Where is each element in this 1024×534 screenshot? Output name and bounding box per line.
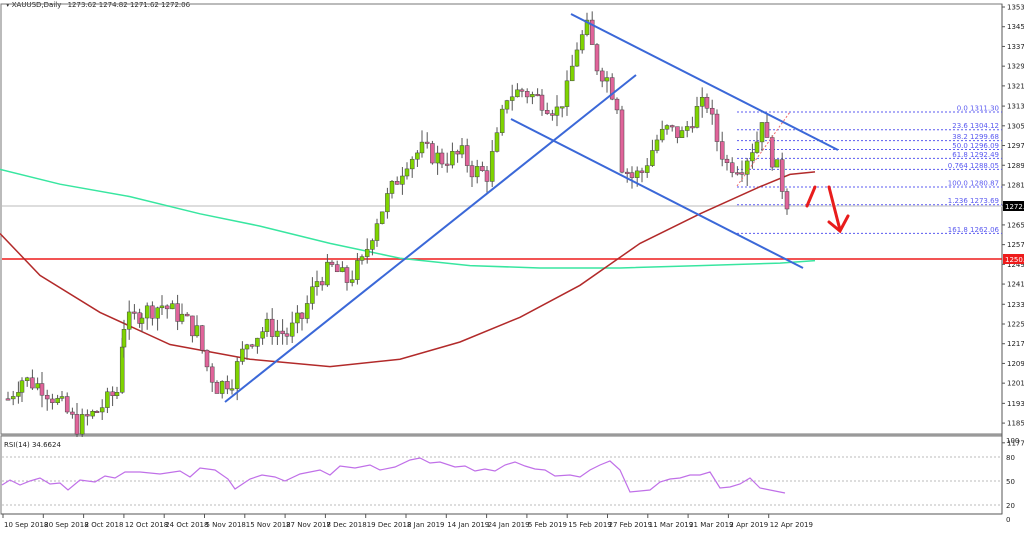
price-tick: 1297.70 [1007,142,1024,150]
fib-level-label: 38.2 1299.68 [952,133,999,141]
svg-text:20: 20 [1006,502,1015,510]
fib-level-label: 161.8 1262.06 [948,226,1000,234]
date-tick: 27 Nov 2018 [286,521,331,529]
price-tick: 1345.90 [1007,23,1024,31]
price-tick: 1233.30 [1007,301,1024,309]
ma-100-line [0,171,816,368]
fib-level-label: 0.764 1288.05 [948,162,999,170]
fib-anchor-line[interactable] [736,111,791,187]
svg-text:100: 100 [1006,437,1019,445]
date-tick: 21 Mar 2019 [689,521,733,529]
date-tick: 2 Apr 2019 [729,521,768,529]
rsi-pane-frame [0,435,1003,515]
price-tick: 1249.50 [1007,261,1024,269]
chart-title: ▾ XAUUSD,Daily 1273.62 1274.82 1271.62 1… [6,1,190,9]
date-tick: 19 Dec 2018 [367,521,412,529]
fib-level-label: 100.0 1280.87 [948,180,999,188]
price-axis: 1353.90 1345.90 1337.90 1329.90 1321.90 1313.… [1002,4,1024,447]
date-tick: 7 Dec 2018 [326,521,366,529]
date-tick: 24 Oct 2018 [165,521,208,529]
svg-text:50: 50 [1006,478,1015,486]
price-tick: 1353.90 [1007,4,1024,12]
price-tick: 1305.70 [1007,122,1024,130]
price-tick: 1337.90 [1007,43,1024,51]
price-tick: 1193.10 [1007,400,1024,408]
date-tick: 2 Jan 2019 [407,521,445,529]
ma-200-line [0,168,816,269]
date-tick: 5 Nov 2018 [206,521,246,529]
price-tick: 1265.50 [1007,221,1024,229]
fibonacci-levels[interactable]: 0.0 1311.30 23.6 1304.12 38.2 1299.6850.0 … [737,105,1002,234]
date-tick: 27 Feb 2019 [609,521,653,529]
svg-text:80: 80 [1006,454,1015,462]
price-tick: 1241.50 [1007,281,1024,289]
fib-level-label: 23.6 1304.12 [952,122,999,130]
main-pane-frame [0,3,1003,435]
price-tick: 1313.70 [1007,103,1024,111]
current-price-badge: 1272.06 [1003,201,1024,211]
svg-text:1272.06: 1272.06 [1005,203,1024,211]
symbol-label: XAUUSD,Daily [11,1,62,9]
channel-lower-trendline[interactable] [510,118,804,269]
price-tick: 1321.90 [1007,82,1024,90]
price-tick: 1257.50 [1007,241,1024,249]
ohlc-values: 1273.62 1274.82 1271.62 1272.06 [67,1,191,9]
fib-level-label: 50.0 1296.09 [952,142,999,150]
svg-text:1250.47: 1250.47 [1005,256,1024,264]
ascending-trendline[interactable] [224,74,637,403]
date-tick: 14 Jan 2019 [447,521,489,529]
price-tick: 1217.30 [1007,340,1024,348]
date-tick: 24 Jan 2019 [488,521,530,529]
rsi-label: RSI(14) 34.6624 [4,441,61,449]
date-tick: 5 Feb 2019 [528,521,567,529]
svg-text:0: 0 [1006,516,1010,524]
date-tick: 20 Sep 2018 [44,521,88,529]
price-tick: 1289.70 [1007,162,1024,170]
date-tick: 15 Feb 2019 [568,521,612,529]
candlesticks [5,11,790,438]
price-tick: 1209.30 [1007,360,1024,368]
price-tick: 1177.10 [1007,439,1024,447]
fib-level-label: 0.0 1311.30 [957,105,999,113]
rsi-line [1,457,786,494]
price-tick: 1281.70 [1007,181,1024,189]
fib-level-label: 61.8 1292.49 [952,151,999,159]
date-tick: 2 Oct 2018 [85,521,124,529]
rsi-axis: 100 80 50 20 0 [1006,437,1019,524]
bearish-arrow-icon [805,185,850,234]
price-tick: 1329.90 [1007,63,1024,71]
date-tick: 11 Mar 2019 [649,521,693,529]
price-tick: 1225.30 [1007,320,1024,328]
price-tick: 1201.30 [1007,380,1024,388]
channel-upper-trendline[interactable] [570,13,839,151]
collapse-triangle-icon[interactable]: ▾ [6,1,10,9]
date-tick: 10 Sep 2018 [4,521,48,529]
support-price-badge: 1250.47 [1003,254,1024,264]
date-tick: 12 Apr 2019 [770,521,813,529]
fib-level-label: 1.236 1273.69 [948,197,999,205]
date-tick: 12 Oct 2018 [125,521,168,529]
date-tick: 15 Nov 2018 [246,521,291,529]
price-tick: 1185.10 [1007,420,1024,428]
